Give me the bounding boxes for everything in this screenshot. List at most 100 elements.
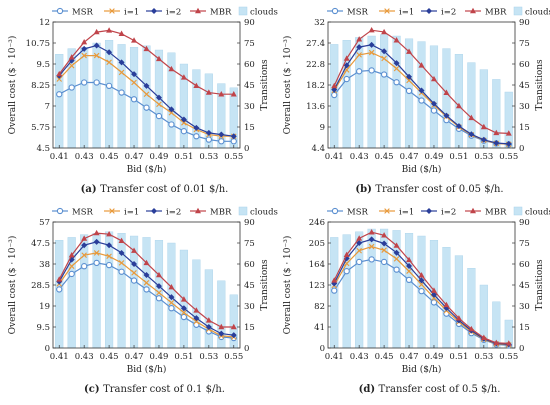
x-tick-label: 0.49 <box>424 152 443 162</box>
legend-swatch-clouds <box>238 206 248 216</box>
legend-label: clouds <box>525 8 550 18</box>
y-axis-title: Overall cost ($ · 10⁻³) <box>7 236 18 335</box>
series-point-i=2 <box>93 238 100 245</box>
series-point-i=2 <box>493 139 500 146</box>
series-point-MBR <box>68 251 75 258</box>
series-point-MSR <box>193 133 200 140</box>
series-point-i=1 <box>118 260 125 266</box>
y2-axis-title: Transitions <box>535 59 545 111</box>
legend-label: i=2 <box>166 8 181 18</box>
series-point-i=2 <box>418 87 425 94</box>
legend-marker-MSR <box>331 7 339 15</box>
caption: (c) Transfer cost of 0.1 $/h. <box>84 384 225 395</box>
y2-axis-title: Transitions <box>260 59 270 111</box>
x-tick-label: 0.41 <box>325 152 344 162</box>
caption-text: Transfer cost of 0.01 $/h. <box>100 184 228 195</box>
series-point-MBR <box>68 54 75 60</box>
series-point-MBR <box>430 287 437 293</box>
series-point-MBR <box>455 102 462 109</box>
series-point-i=1 <box>368 243 375 250</box>
y2-tick-label: 45 <box>244 281 255 291</box>
series-point-MSR <box>143 286 150 293</box>
series-point-MBR <box>480 334 487 340</box>
series-point-i=1-b <box>181 309 187 316</box>
series-point-i=2 <box>131 261 138 267</box>
series-point-MSR <box>380 258 388 266</box>
series-point-MBR <box>505 130 512 136</box>
series-point-i=2 <box>406 73 413 80</box>
caption-text: Transfer cost of 0.5 $/h. <box>379 384 501 395</box>
legend: MSR i=1 i=2 MBR clouds <box>52 6 278 18</box>
series-point-MSR <box>331 287 338 294</box>
series-point-MSR <box>380 71 388 78</box>
series-point-MBR <box>180 296 187 302</box>
series-point-MSR <box>56 286 63 293</box>
legend-marker-i=1 <box>384 8 390 14</box>
series-point-i=1-b <box>143 280 150 286</box>
series-point-i=1 <box>56 76 63 82</box>
series-point-i=1-b <box>406 268 412 274</box>
clouds-bar <box>404 233 414 349</box>
series-point-MSR <box>405 87 413 95</box>
series-point-MBR <box>356 235 363 241</box>
legend-marker-MBR <box>470 7 476 14</box>
series-point-i=1 <box>368 49 375 56</box>
y-tick-label: 9.5 <box>36 60 50 70</box>
series-point-i=1-b <box>56 76 63 82</box>
series-point-i=1 <box>93 250 100 256</box>
series-point-i=2 <box>331 280 338 287</box>
y2-tick-label: 0 <box>519 344 524 354</box>
y2-tick-label: 90 <box>244 18 255 28</box>
x-tick-label: 0.45 <box>375 352 394 362</box>
series-point-i=2 <box>218 131 225 138</box>
clouds-bar <box>454 255 463 349</box>
clouds-bar <box>204 269 213 349</box>
series-point-MBR <box>106 27 113 33</box>
series-point-MBR <box>430 75 437 82</box>
y-tick-label: 9.5 <box>36 323 50 333</box>
legend-marker-i=1-b <box>384 8 390 14</box>
legend-marker-MSR <box>56 7 64 15</box>
series-point-i=2 <box>343 62 350 69</box>
series-point-MBR <box>218 323 225 330</box>
series-point-i=1 <box>68 263 75 269</box>
series-point-i=1-b <box>381 247 387 253</box>
series-point-MBR <box>143 45 150 52</box>
y2-tick-label: 45 <box>244 81 255 91</box>
y-tick-label: 246 <box>309 218 325 228</box>
x-tick-label: 0.53 <box>199 352 218 362</box>
series-point-i=1 <box>118 69 125 76</box>
y-tick-label: 9 <box>320 123 325 133</box>
series-point-MBR <box>468 325 475 332</box>
series-point-i=1-b <box>156 101 162 108</box>
series-point-MBR <box>193 307 200 313</box>
series-point-i=1 <box>143 280 150 286</box>
series-point-i=2 <box>368 41 375 48</box>
series-point-i=1 <box>356 247 362 254</box>
series-point-i=2 <box>418 277 425 284</box>
series-point-MBR <box>343 251 350 257</box>
series-point-MSR <box>81 79 88 86</box>
legend-marker-i=1 <box>384 208 390 214</box>
clouds-bar <box>442 247 451 349</box>
y-tick-label: 38 <box>39 260 50 270</box>
legend-marker-i=1-b <box>109 8 115 14</box>
series-point-MBR <box>56 276 63 282</box>
series-point-i=1-b <box>131 79 137 86</box>
series-point-MBR <box>81 38 88 45</box>
series-point-i=2 <box>356 240 363 246</box>
series-point-MBR <box>368 27 375 33</box>
series-point-i=1-b <box>356 247 362 254</box>
y2-tick-label: 60 <box>244 60 255 70</box>
x-axis-title: Bid ($/h) <box>402 164 442 175</box>
series-point-i=1 <box>168 299 175 306</box>
series-point-MBR <box>118 30 125 36</box>
series-point-i=2 <box>230 332 237 339</box>
legend-swatch-clouds <box>238 6 248 16</box>
x-tick-label: 0.47 <box>125 352 144 362</box>
clouds-bar <box>479 69 488 149</box>
series-point-MSR <box>343 268 350 275</box>
series-point-MSR <box>168 121 175 128</box>
series-point-MSR <box>356 68 363 75</box>
series-point-i=2 <box>455 123 462 130</box>
